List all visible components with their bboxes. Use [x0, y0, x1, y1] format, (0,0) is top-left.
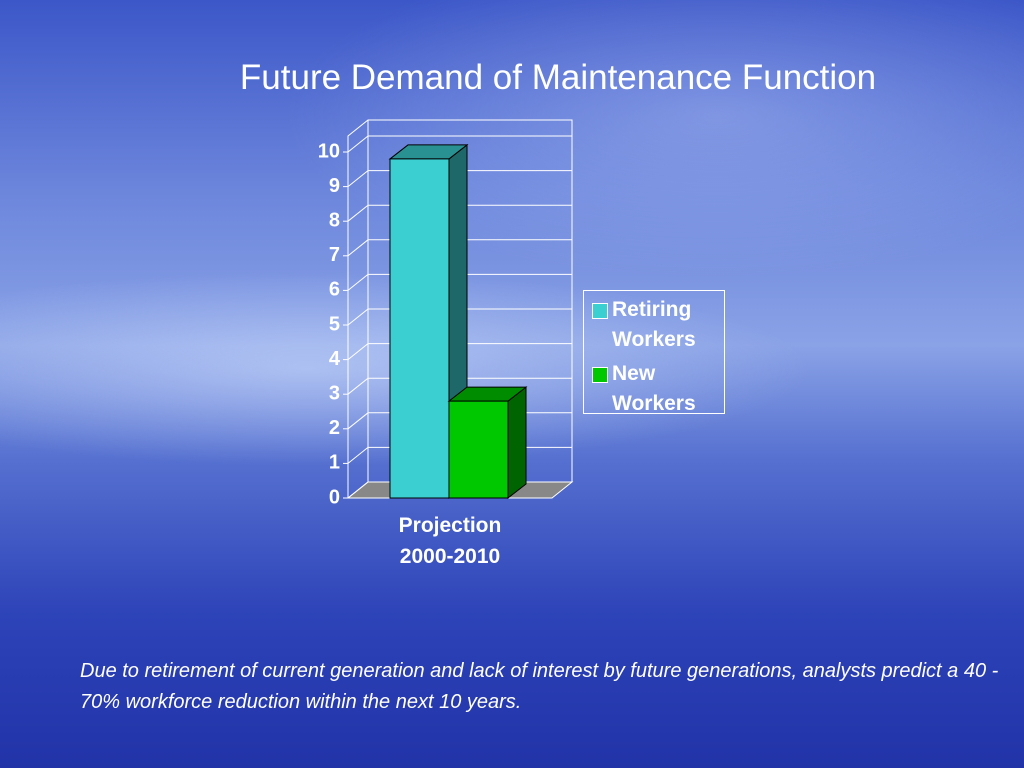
legend: Retiring Workers New Workers	[583, 290, 725, 415]
y-tick-label: 3	[329, 382, 340, 404]
grid-line	[347, 135, 572, 153]
y-tick-label: 2	[329, 417, 340, 439]
x-tick-label: Projection 2000-2010	[398, 514, 502, 568]
grid-line	[347, 343, 572, 360]
y-tick-label: 9	[329, 175, 340, 197]
legend-label: Retiring Workers	[612, 298, 696, 351]
caption: Due to retirement of current generation …	[80, 660, 999, 713]
grid-line	[347, 273, 572, 291]
legend-item: Retiring Workers	[592, 295, 724, 355]
bar-side	[507, 386, 527, 500]
grid-line	[347, 308, 572, 326]
legend-swatch	[592, 367, 608, 383]
grid-line	[347, 239, 572, 257]
grid-line	[347, 377, 572, 395]
y-tick-label: 5	[329, 313, 340, 335]
y-tick-label: 10	[318, 140, 340, 162]
legend-label: New Workers	[612, 362, 696, 415]
y-tick-label: 8	[329, 209, 340, 231]
y-tick-label: 6	[329, 279, 340, 301]
grid-line	[347, 204, 572, 222]
bar	[389, 158, 450, 499]
y-tick-label: 4	[329, 348, 341, 370]
y-tick-label: 1	[329, 452, 340, 474]
grid-line	[347, 170, 572, 187]
chart-title: Future Demand of Maintenance Function	[239, 58, 877, 97]
legend-item: New Workers	[592, 359, 724, 419]
y-tick-label: 0	[329, 486, 340, 508]
y-tick-label: 7	[329, 244, 340, 266]
legend-swatch	[592, 303, 608, 319]
bar	[448, 400, 509, 499]
